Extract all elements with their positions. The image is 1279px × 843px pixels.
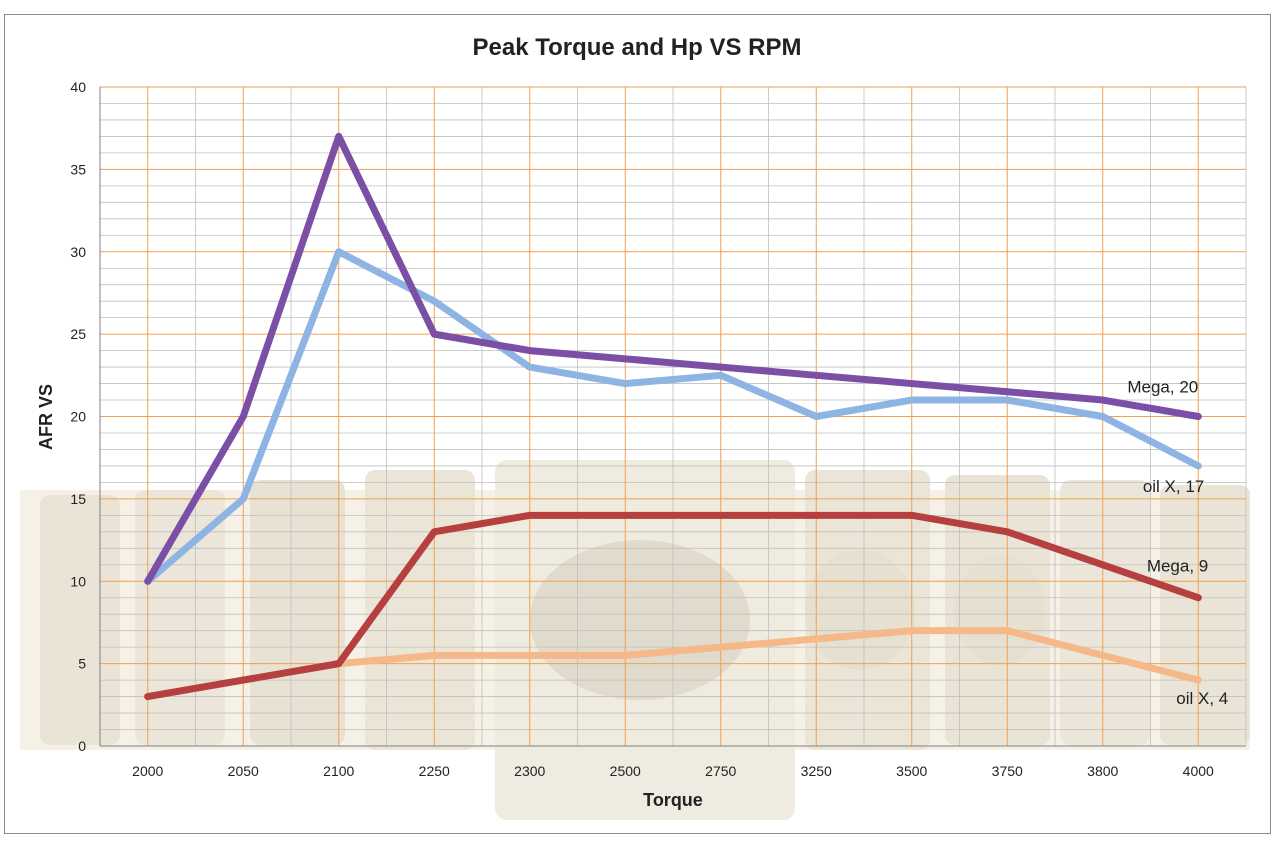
data-point	[239, 413, 247, 420]
series-line-0	[144, 132, 1202, 585]
series-end-label: oil X, 4	[1176, 689, 1228, 708]
data-point	[621, 380, 629, 388]
x-tick-label: 2050	[228, 763, 259, 779]
data-point	[335, 132, 343, 140]
data-point	[526, 651, 534, 659]
y-tick-label: 40	[70, 79, 86, 95]
y-axis-title: AFR VS	[36, 384, 56, 450]
data-point	[621, 651, 629, 659]
x-tick-label: 3500	[896, 763, 927, 779]
data-point	[812, 371, 820, 379]
data-point	[430, 528, 438, 536]
data-point	[908, 396, 916, 404]
data-point	[1194, 676, 1202, 684]
x-tick-label: 2100	[323, 763, 354, 779]
x-tick-label: 4000	[1183, 763, 1214, 779]
y-tick-label: 30	[70, 244, 86, 260]
data-point	[717, 371, 725, 379]
y-tick-labels: 0 5 10 15 20 25 30 35 40	[70, 79, 86, 754]
y-tick-label: 25	[70, 326, 86, 342]
chart-title: Peak Torque and Hp VS RPM	[473, 34, 802, 61]
data-point	[1003, 396, 1011, 404]
chart-frame	[4, 14, 1271, 834]
y-tick-label: 0	[78, 738, 86, 754]
x-tick-label: 2000	[132, 763, 163, 779]
data-point	[1099, 561, 1107, 569]
data-point	[144, 693, 152, 701]
axes	[99, 87, 1246, 747]
data-point	[908, 627, 916, 635]
x-tick-label: 2750	[705, 763, 736, 779]
data-point	[1099, 413, 1107, 420]
data-point	[526, 347, 534, 355]
data-point	[621, 355, 629, 363]
series-layer	[144, 132, 1202, 701]
data-labels: Mega, 20 oil X, 17 Mega, 9 oil X, 4	[1127, 378, 1228, 709]
data-point	[1194, 462, 1202, 470]
y-tick-label: 5	[78, 656, 86, 672]
data-point	[335, 660, 343, 668]
x-tick-label: 3750	[992, 763, 1023, 779]
data-point	[239, 495, 247, 503]
data-point	[812, 635, 820, 643]
data-point	[717, 511, 725, 519]
y-tick-label: 20	[70, 409, 86, 425]
y-tick-label: 10	[70, 573, 86, 589]
x-tick-label: 2250	[419, 763, 450, 779]
y-tick-label: 15	[70, 491, 86, 507]
data-point	[621, 511, 629, 519]
data-point	[908, 511, 916, 519]
series-line-2	[144, 511, 1202, 701]
data-point	[1099, 396, 1107, 404]
series-line-1	[144, 248, 1202, 585]
data-point	[812, 413, 820, 420]
data-point	[717, 643, 725, 651]
x-tick-label: 2300	[514, 763, 545, 779]
x-tick-label: 3250	[801, 763, 832, 779]
data-point	[335, 248, 343, 256]
data-point	[430, 651, 438, 659]
data-point	[430, 330, 438, 338]
data-point	[717, 363, 725, 371]
series-end-label: Mega, 20	[1127, 378, 1198, 397]
series-end-label: Mega, 9	[1147, 557, 1208, 576]
x-tick-label: 3800	[1087, 763, 1118, 779]
series-end-label: oil X, 17	[1143, 477, 1204, 496]
data-point	[430, 297, 438, 305]
data-point	[239, 676, 247, 684]
y-tick-label: 35	[70, 161, 86, 177]
data-point	[812, 511, 820, 519]
data-point	[1194, 413, 1202, 420]
data-point	[1003, 528, 1011, 536]
data-point	[1099, 651, 1107, 659]
data-point	[908, 380, 916, 388]
data-point	[1194, 594, 1202, 602]
data-point	[526, 363, 534, 371]
data-point	[1003, 388, 1011, 396]
x-tick-label: 2500	[610, 763, 641, 779]
data-point	[1003, 627, 1011, 635]
x-tick-labels: 2000 2050 2100 2250 2300 2500 2750 3250 3500 3750…	[132, 763, 1214, 779]
data-point	[144, 577, 152, 585]
x-axis-title: Torque	[643, 790, 703, 810]
data-point	[526, 511, 534, 519]
minor-gridlines	[100, 87, 1247, 746]
